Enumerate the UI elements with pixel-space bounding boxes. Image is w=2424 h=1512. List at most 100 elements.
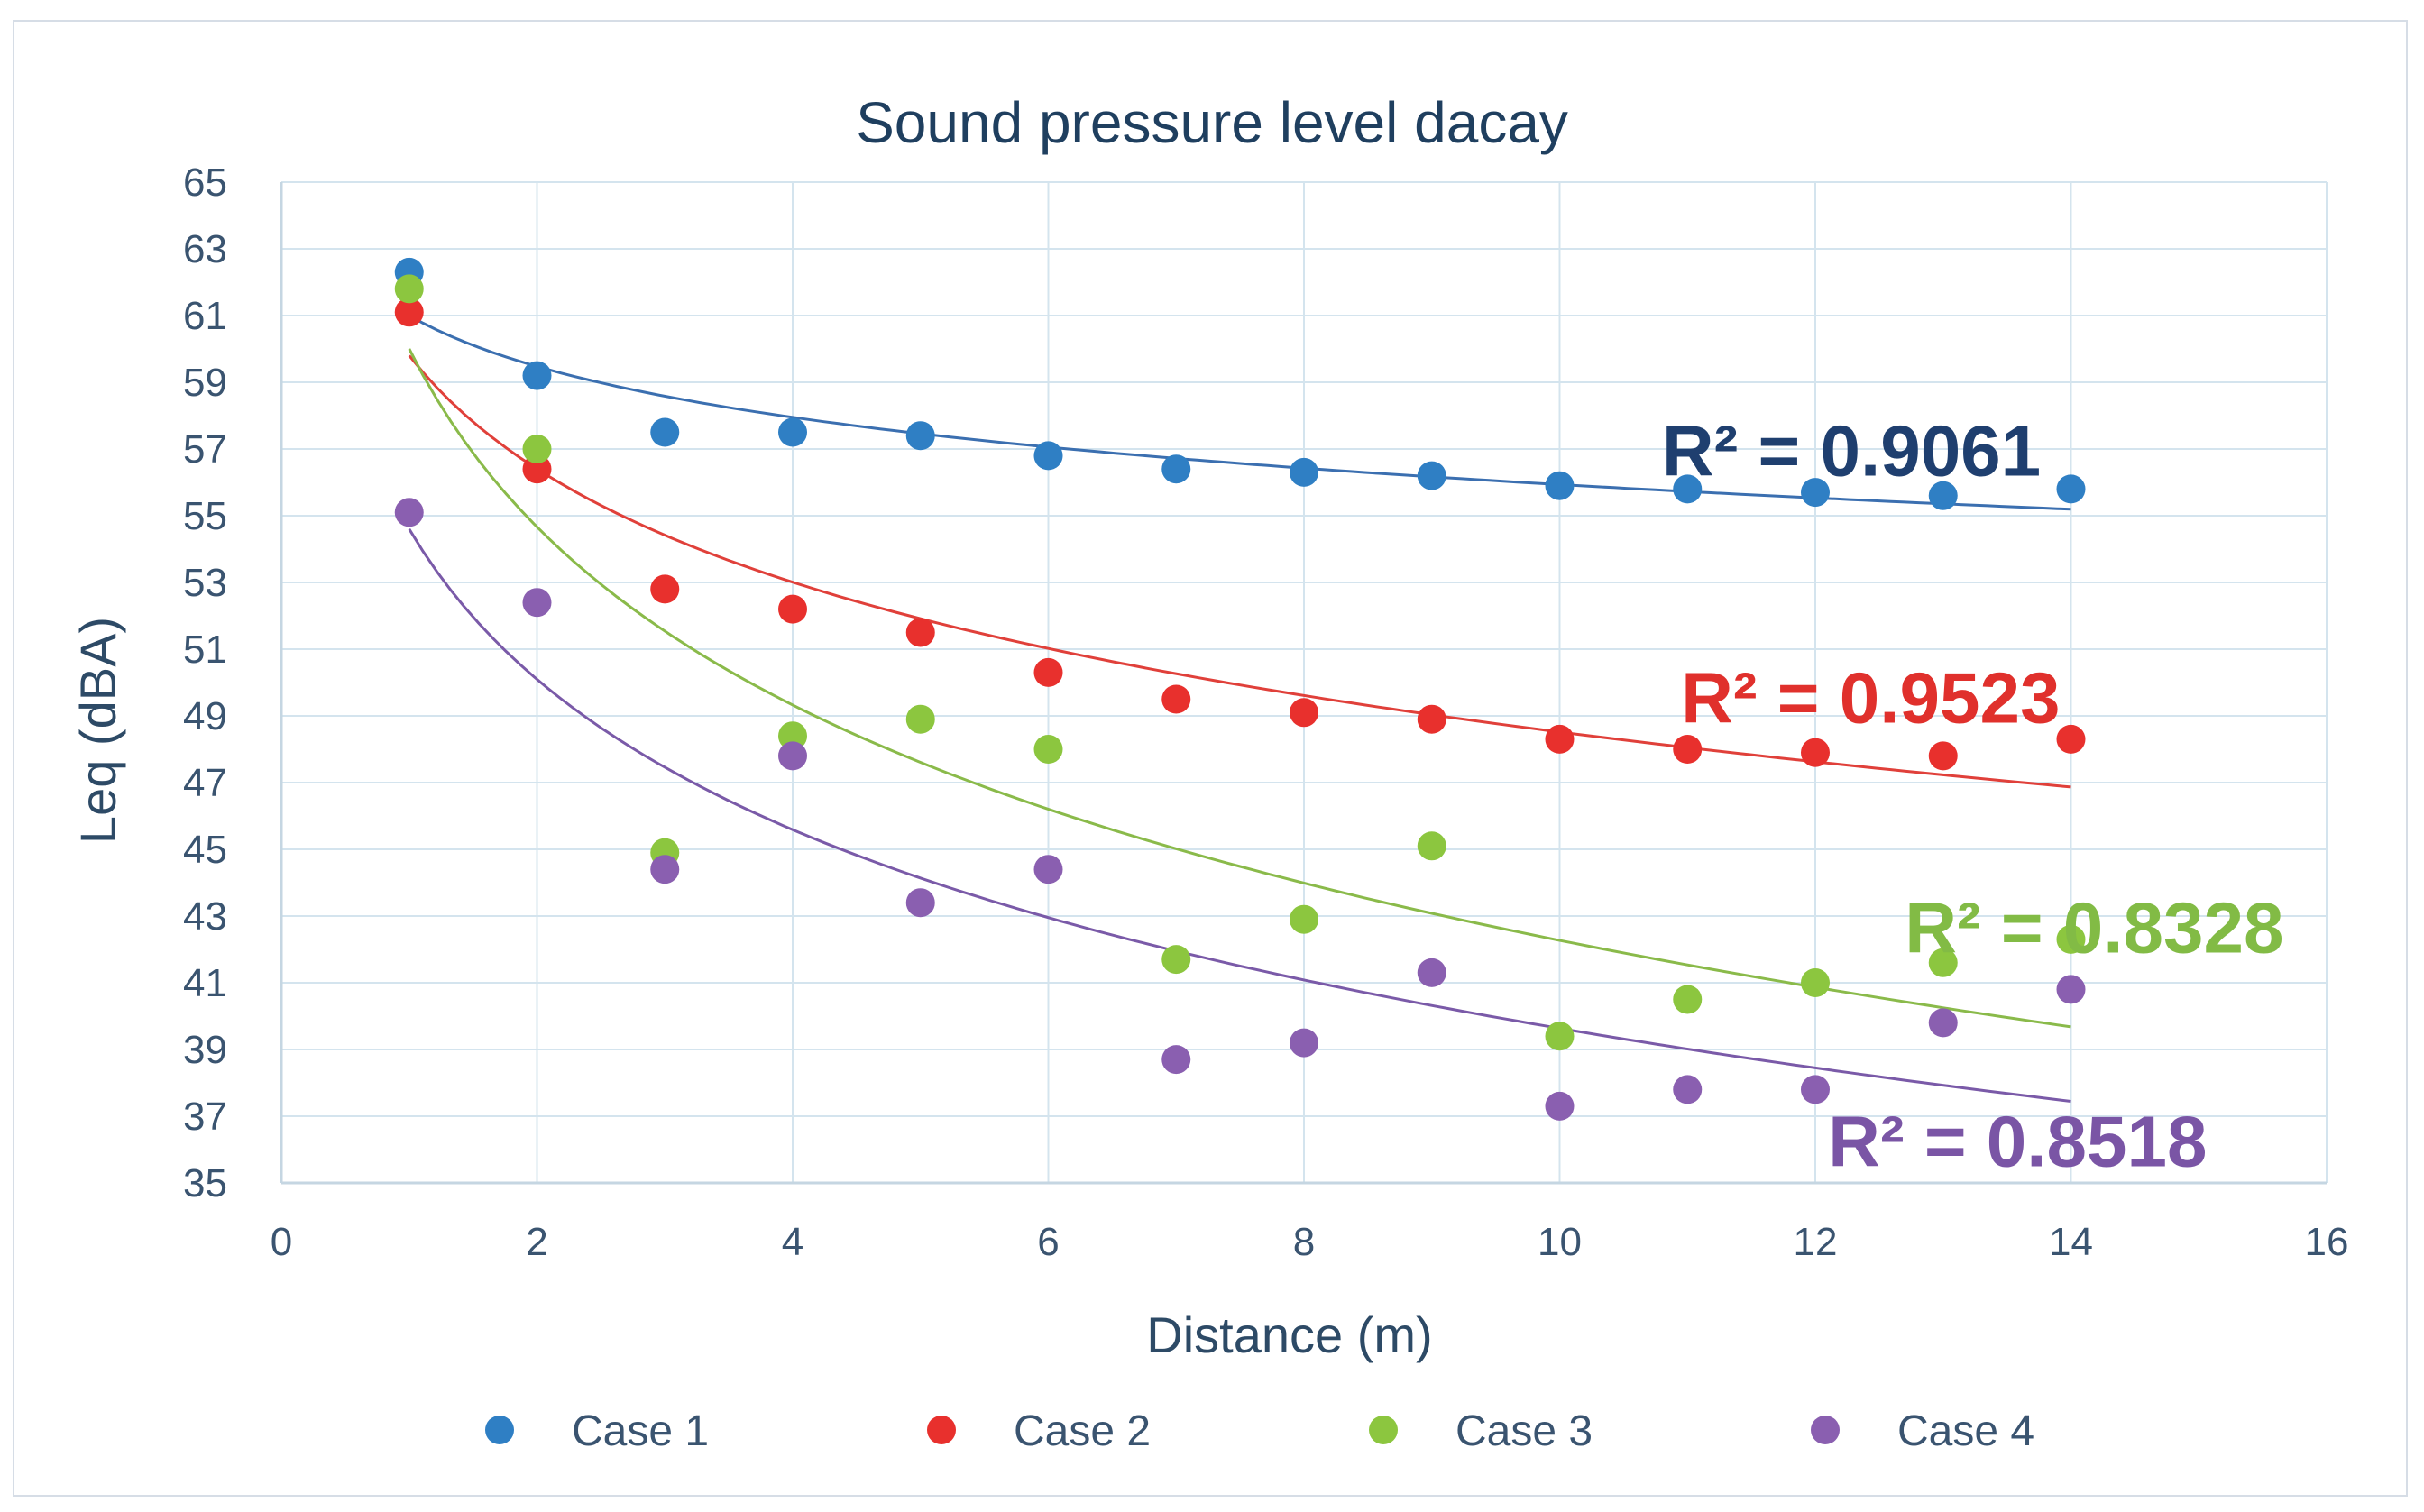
trendline-case-2 (408, 354, 2071, 789)
y-tick-label: 59 (183, 361, 227, 405)
x-tick-label: 10 (1538, 1220, 1582, 1264)
y-tick-label: 45 (183, 828, 227, 872)
x-tick-label: 2 (526, 1220, 547, 1264)
point-case-3 (2056, 924, 2086, 954)
y-tick-label: 53 (183, 561, 227, 605)
point-case-2 (650, 574, 680, 604)
point-case-1 (522, 361, 552, 390)
y-tick-label: 65 (183, 160, 227, 205)
x-tick-label: 6 (1037, 1220, 1059, 1264)
point-case-2 (1417, 704, 1446, 734)
point-case-1 (1928, 481, 1958, 510)
point-case-1 (650, 417, 680, 447)
x-tick-label: 4 (782, 1220, 803, 1264)
point-case-1 (778, 417, 807, 447)
legend-label-case-1: Case 1 (572, 1407, 709, 1455)
x-tick-label: 14 (2049, 1220, 2093, 1264)
point-case-3 (1290, 904, 1318, 934)
point-case-4 (522, 588, 552, 618)
point-case-2 (1545, 724, 1575, 754)
legend-marker-case-3 (1369, 1416, 1398, 1444)
point-case-4 (650, 855, 680, 884)
point-case-4 (2056, 975, 2086, 1004)
point-case-2 (522, 454, 552, 484)
y-tick-label: 55 (183, 494, 227, 538)
point-case-3 (1033, 735, 1063, 764)
point-case-4 (1801, 1075, 1830, 1104)
point-case-3 (1801, 968, 1830, 997)
r2-label-case-3: R² = 0.8328 (1905, 888, 2283, 968)
y-tick-label: 63 (183, 227, 227, 271)
point-case-1 (1162, 454, 1191, 484)
point-case-2 (1290, 698, 1318, 728)
point-case-4 (1290, 1028, 1318, 1058)
r2-label-case-1: R² = 0.9061 (1662, 411, 2041, 491)
y-tick-label: 39 (183, 1028, 227, 1072)
y-tick-label: 57 (183, 427, 227, 472)
point-case-1 (1673, 474, 1703, 504)
point-case-2 (778, 594, 807, 624)
point-case-3 (905, 704, 935, 734)
r2-label-case-4: R² = 0.8518 (1828, 1102, 2207, 1182)
point-case-4 (1417, 958, 1446, 987)
point-case-2 (905, 618, 935, 647)
point-case-2 (1801, 738, 1830, 767)
legend-label-case-2: Case 2 (1014, 1407, 1151, 1455)
point-case-4 (1673, 1075, 1703, 1104)
point-case-4 (905, 888, 935, 918)
point-case-4 (1033, 855, 1063, 884)
legend-marker-case-1 (485, 1416, 514, 1444)
point-case-3 (1673, 985, 1703, 1014)
axes-layer: 35 37 39 41 43 45 47 49 51 53 55 57 59 61 63 65 0 2 4 6 8 10 1… (183, 160, 2348, 1264)
point-case-3 (1417, 831, 1446, 861)
point-case-3 (778, 721, 807, 751)
point-case-3 (1162, 945, 1191, 975)
point-case-1 (1290, 457, 1318, 487)
point-case-3 (1545, 1022, 1575, 1051)
legend-label-case-3: Case 3 (1455, 1407, 1593, 1455)
y-tick-label: 41 (183, 961, 227, 1005)
point-case-2 (1673, 735, 1703, 764)
y-tick-label: 35 (183, 1161, 227, 1205)
legend-marker-case-4 (1811, 1416, 1840, 1444)
trendline-case-4 (408, 528, 2071, 1103)
y-tick-label: 49 (183, 694, 227, 738)
point-case-3 (1928, 948, 1958, 977)
trend-layer (408, 314, 2071, 1103)
point-case-2 (2056, 724, 2086, 754)
x-tick-label: 0 (271, 1220, 292, 1264)
trendline-case-3 (408, 348, 2071, 1029)
legend-layer: Case 1 Case 2 Case 3 Case 4 (485, 1407, 2034, 1455)
point-case-4 (1928, 1008, 1958, 1038)
r2-label-case-2: R² = 0.9523 (1681, 657, 2060, 738)
y-tick-label: 51 (183, 628, 227, 672)
y-axis-label: Leq (dBA) (69, 617, 126, 844)
x-tick-label: 8 (1293, 1220, 1315, 1264)
point-case-2 (394, 298, 424, 327)
point-case-2 (1928, 741, 1958, 771)
point-case-1 (2056, 474, 2086, 504)
point-case-1 (1033, 441, 1063, 471)
point-case-3 (394, 274, 424, 304)
chart-title: Sound pressure level dacay (856, 90, 1568, 155)
point-case-2 (1162, 684, 1191, 714)
points-layer (394, 257, 2086, 1121)
point-case-1 (1417, 461, 1446, 490)
x-tick-label: 16 (2305, 1220, 2349, 1264)
y-tick-label: 43 (183, 894, 227, 939)
labels-layer: R² = 0.9061 R² = 0.9523 R² = 0.8328 R² = 0.… (1662, 411, 2284, 1182)
y-tick-label: 37 (183, 1095, 227, 1139)
point-case-1 (905, 421, 935, 451)
x-tick-label: 12 (1794, 1220, 1838, 1264)
point-case-4 (1545, 1091, 1575, 1121)
point-case-3 (522, 435, 552, 463)
point-case-1 (1801, 478, 1830, 508)
point-case-2 (1033, 657, 1063, 687)
point-case-4 (394, 498, 424, 527)
legend-label-case-4: Case 4 (1897, 1407, 2034, 1455)
point-case-4 (778, 741, 807, 771)
point-case-4 (1162, 1045, 1191, 1075)
y-tick-label: 61 (183, 294, 227, 338)
x-axis-label: Distance (m) (1146, 1306, 1432, 1363)
